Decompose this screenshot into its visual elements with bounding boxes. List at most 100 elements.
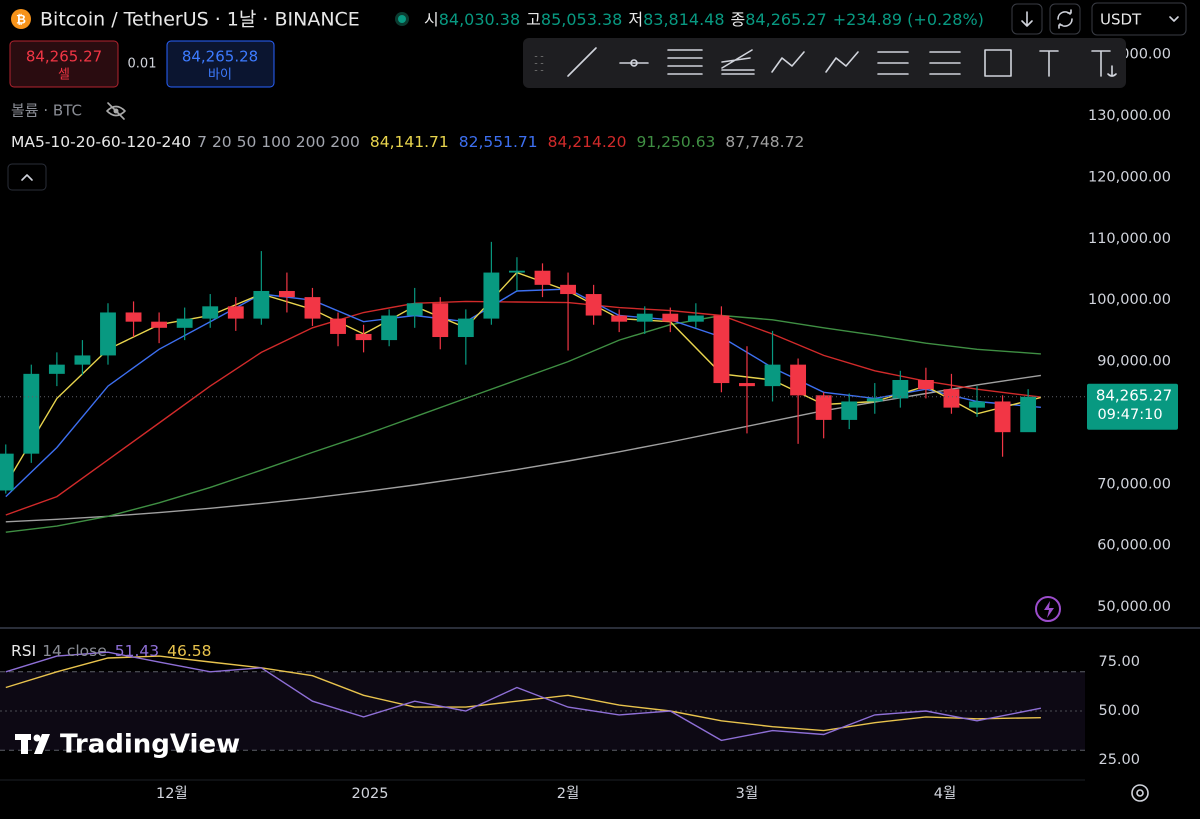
y-tick-label: 60,000.00 (1097, 538, 1171, 554)
tool-text[interactable] (1039, 50, 1059, 77)
collapse-button[interactable] (7, 163, 47, 191)
currency-select[interactable] (1091, 2, 1187, 36)
candle-body (125, 312, 142, 322)
candle-body (841, 401, 858, 420)
y-tick-label: 70,000.00 (1097, 476, 1171, 492)
rsi-value: 46.58 (167, 642, 211, 660)
ma-title[interactable]: MA5-10-20-60-120-240 (11, 133, 191, 151)
sell-label: 셀 (58, 68, 70, 83)
ma-value: 84,141.71 (370, 133, 449, 151)
candle-body (406, 303, 423, 316)
settings-icon[interactable] (1131, 784, 1149, 802)
rsi-line (5, 651, 1042, 742)
candle-body (227, 306, 244, 319)
price-tag: 84,265.27 09:47:10 (1087, 383, 1178, 430)
symbol-title[interactable]: Bitcoin / TetherUS · 1날 · BINANCE (40, 9, 360, 31)
candle-body (892, 379, 909, 399)
moving-average (5, 300, 1041, 516)
candle-body (969, 401, 985, 408)
tool-horizontal-ray[interactable] (619, 59, 649, 67)
x-tick-label: 2월 (557, 785, 580, 802)
y-tick-label: 100,000.00 (1088, 292, 1171, 308)
toolbar-handle[interactable] (534, 56, 544, 71)
replay-button[interactable] (1049, 3, 1081, 35)
open-value: 84,030.38 (439, 10, 520, 29)
candle-body (994, 401, 1011, 433)
tool-date-range[interactable] (929, 51, 961, 75)
alert-icon[interactable] (1035, 596, 1061, 622)
tool-rectangle[interactable] (984, 49, 1012, 77)
candle-body (866, 398, 883, 402)
tool-range[interactable] (877, 51, 909, 75)
ma-value: 87,748.72 (725, 133, 804, 151)
candle-body (253, 290, 270, 319)
tool-fib[interactable] (721, 49, 755, 75)
toolbar-background (523, 38, 1126, 88)
candle-body (943, 389, 960, 408)
ma-value: 91,250.63 (637, 133, 716, 151)
watermark: TradingView (60, 730, 240, 760)
tool-pattern[interactable] (771, 51, 805, 73)
download-icon (1021, 11, 1033, 27)
candle-body (739, 383, 755, 387)
x-tick-label: 12월 (156, 785, 188, 802)
low-label: 저 (628, 10, 643, 29)
candle-body (534, 270, 551, 285)
ma-settings: 7 20 50 100 200 200 (197, 133, 360, 151)
candle-body (560, 284, 576, 295)
candle-body (432, 303, 449, 338)
y-tick-label: 110,000.00 (1088, 231, 1171, 247)
candle-body (713, 315, 730, 384)
sell-price: 84,265.27 (26, 48, 102, 66)
x-tick-label: 3월 (736, 785, 759, 802)
ma-value: 82,551.71 (459, 133, 538, 151)
y-tick-label: 75.00 (1098, 654, 1140, 670)
currency-chevron (1169, 16, 1179, 22)
candle-body (381, 315, 398, 341)
close-label: 종 (731, 10, 746, 29)
candle-body (790, 364, 807, 396)
sell-button[interactable] (9, 40, 119, 88)
y-tick-label: 90,000.00 (1097, 354, 1171, 370)
candle-body (151, 321, 168, 328)
candle-body (457, 318, 474, 338)
candle-body (100, 312, 116, 356)
buy-button[interactable] (166, 40, 275, 88)
rsi-settings: 14 close (42, 642, 107, 660)
high-label: 고 (526, 10, 541, 29)
volume-label[interactable]: 볼륨 · BTC (11, 102, 82, 120)
candle-body (74, 355, 91, 365)
tool-pitchfork[interactable] (667, 49, 703, 75)
candle-body (355, 333, 372, 341)
rsi-line (5, 655, 1041, 732)
candle-body (1020, 396, 1037, 433)
price-tag-price: 84,265.27 (1096, 386, 1172, 404)
candle-body (917, 379, 934, 390)
rsi-value: 51.43 (115, 642, 159, 660)
candle-body (636, 313, 653, 322)
candle-body (764, 364, 781, 387)
coin-logo (11, 9, 31, 29)
watermark-logo (15, 734, 50, 754)
y-tick-label: 25.00 (1098, 752, 1140, 768)
candle-body (509, 270, 525, 273)
currency-label: USDT (1100, 11, 1142, 29)
y-tick-label: 120,000.00 (1088, 169, 1171, 185)
rsi-title[interactable]: RSI (11, 642, 36, 660)
candle-body (483, 272, 500, 319)
drawing-toolbar (523, 38, 1126, 88)
coin-logo-glyph: ₿ (16, 13, 26, 27)
candle-body (662, 313, 679, 322)
candle-body (23, 373, 40, 454)
tool-trendline[interactable] (567, 47, 597, 77)
tool-abcd[interactable] (825, 51, 859, 73)
collapse-icon (21, 174, 33, 181)
download-button[interactable] (1011, 3, 1043, 35)
tool-anchored-text[interactable] (1091, 50, 1117, 77)
candle-body (330, 318, 346, 334)
candle-body (585, 294, 602, 316)
candle-body (304, 297, 321, 319)
hide-icon[interactable] (106, 102, 126, 120)
